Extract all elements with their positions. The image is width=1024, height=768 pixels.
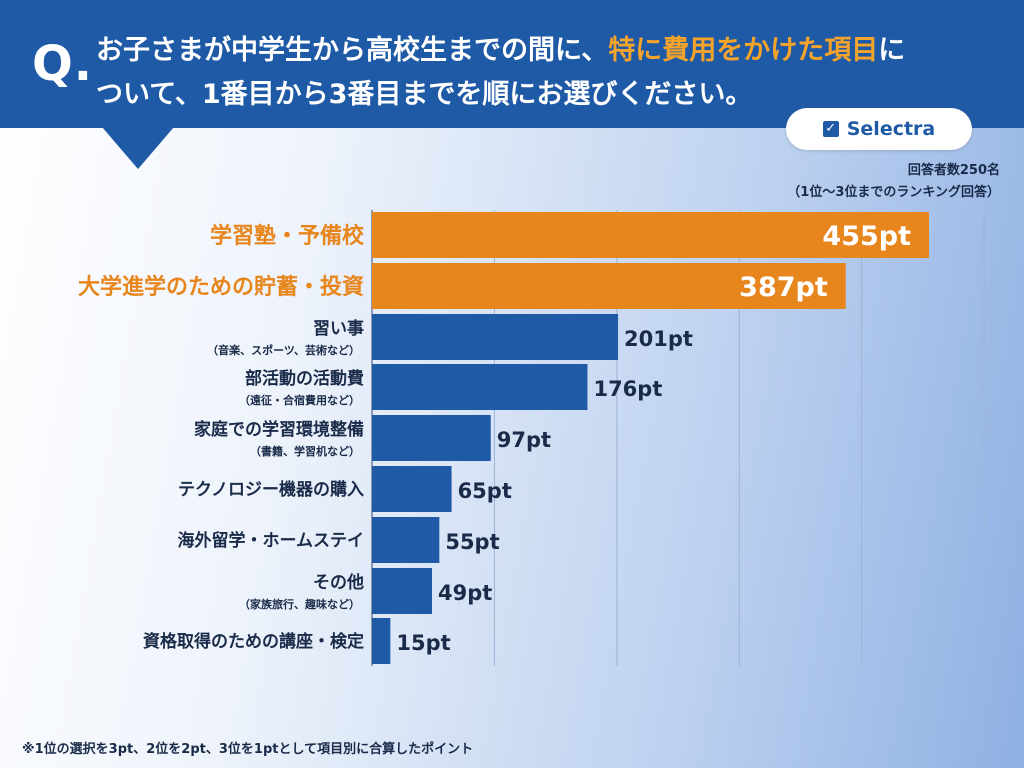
category-label: 家庭での学習環境整備 bbox=[194, 419, 364, 440]
question-line-1-pre: お子さまが中学生から高校生までの間に、 bbox=[96, 35, 609, 66]
check-icon: ✓ bbox=[822, 121, 839, 137]
question-header: Q. お子さまが中学生から高校生までの間に、特に費用をかけた項目に ついて、1番… bbox=[0, 0, 1024, 128]
category-label: 大学進学のための貯蓄・投資 bbox=[78, 274, 364, 300]
question-line-1-post: に bbox=[878, 35, 906, 66]
category-label: 海外留学・ホームステイ bbox=[178, 530, 365, 551]
bar-value-label: 15pt bbox=[396, 631, 450, 655]
bar-value-label: 49pt bbox=[438, 581, 492, 605]
category-label: 資格取得のための講座・検定 bbox=[143, 631, 364, 652]
bar-value-label: 97pt bbox=[497, 428, 551, 452]
bar bbox=[372, 364, 588, 410]
category-label: テクノロジー機器の購入 bbox=[178, 479, 364, 500]
bar-value-label: 387pt bbox=[739, 272, 828, 303]
category-sublabel: （遠征・合宿費用など） bbox=[239, 393, 360, 407]
ranking-method: （1位〜3位までのランキング回答） bbox=[787, 185, 1000, 200]
category-sublabel: （家族旅行、趣味など） bbox=[239, 597, 360, 611]
category-label: その他 bbox=[313, 572, 364, 593]
bar-value-label: 201pt bbox=[624, 327, 693, 351]
question-line-1: お子さまが中学生から高校生までの間に、特に費用をかけた項目に bbox=[96, 28, 905, 67]
bar-chart: 455pt 学習塾・予備校 387pt 大学進学のための貯蓄・投資 201pt 習い事 （音… bbox=[78, 210, 985, 666]
bar bbox=[372, 517, 440, 563]
logo-text: Selectra bbox=[846, 118, 936, 140]
category-label: 習い事 bbox=[313, 319, 364, 339]
speech-bubble-tail bbox=[102, 127, 174, 169]
question-mark: Q. bbox=[32, 36, 94, 92]
bar bbox=[372, 618, 391, 664]
footnote: ※1位の選択を3pt、2位を2pt、3位を1ptとして項目別に合算したポイント bbox=[22, 742, 474, 757]
bar-value-label: 55pt bbox=[445, 530, 499, 554]
bar-value-label: 176pt bbox=[593, 377, 662, 401]
respondents-note: 回答者数250名 （1位〜3位までのランキング回答） bbox=[787, 160, 1000, 204]
bar bbox=[372, 314, 619, 360]
category-sublabel: （音楽、スポーツ、芸術など） bbox=[207, 343, 360, 357]
category-label: 部活動の活動費 bbox=[245, 368, 364, 389]
bar-value-label: 455pt bbox=[822, 221, 911, 252]
question-highlight: 特に費用をかけた項目 bbox=[608, 35, 879, 66]
selectra-logo: ✓ Selectra bbox=[786, 108, 972, 150]
bar bbox=[372, 212, 929, 258]
bar bbox=[372, 466, 452, 512]
category-label: 学習塾・予備校 bbox=[210, 223, 365, 249]
question-line-2: ついて、1番目から3番目までを順にお選びください。 bbox=[96, 79, 753, 110]
bar bbox=[372, 415, 491, 461]
category-sublabel: （書籍、学習机など） bbox=[250, 444, 360, 458]
bar bbox=[372, 263, 846, 309]
bar bbox=[372, 568, 432, 614]
bar-value-label: 65pt bbox=[458, 479, 512, 503]
respondents-count: 回答者数250名 bbox=[907, 163, 1000, 178]
